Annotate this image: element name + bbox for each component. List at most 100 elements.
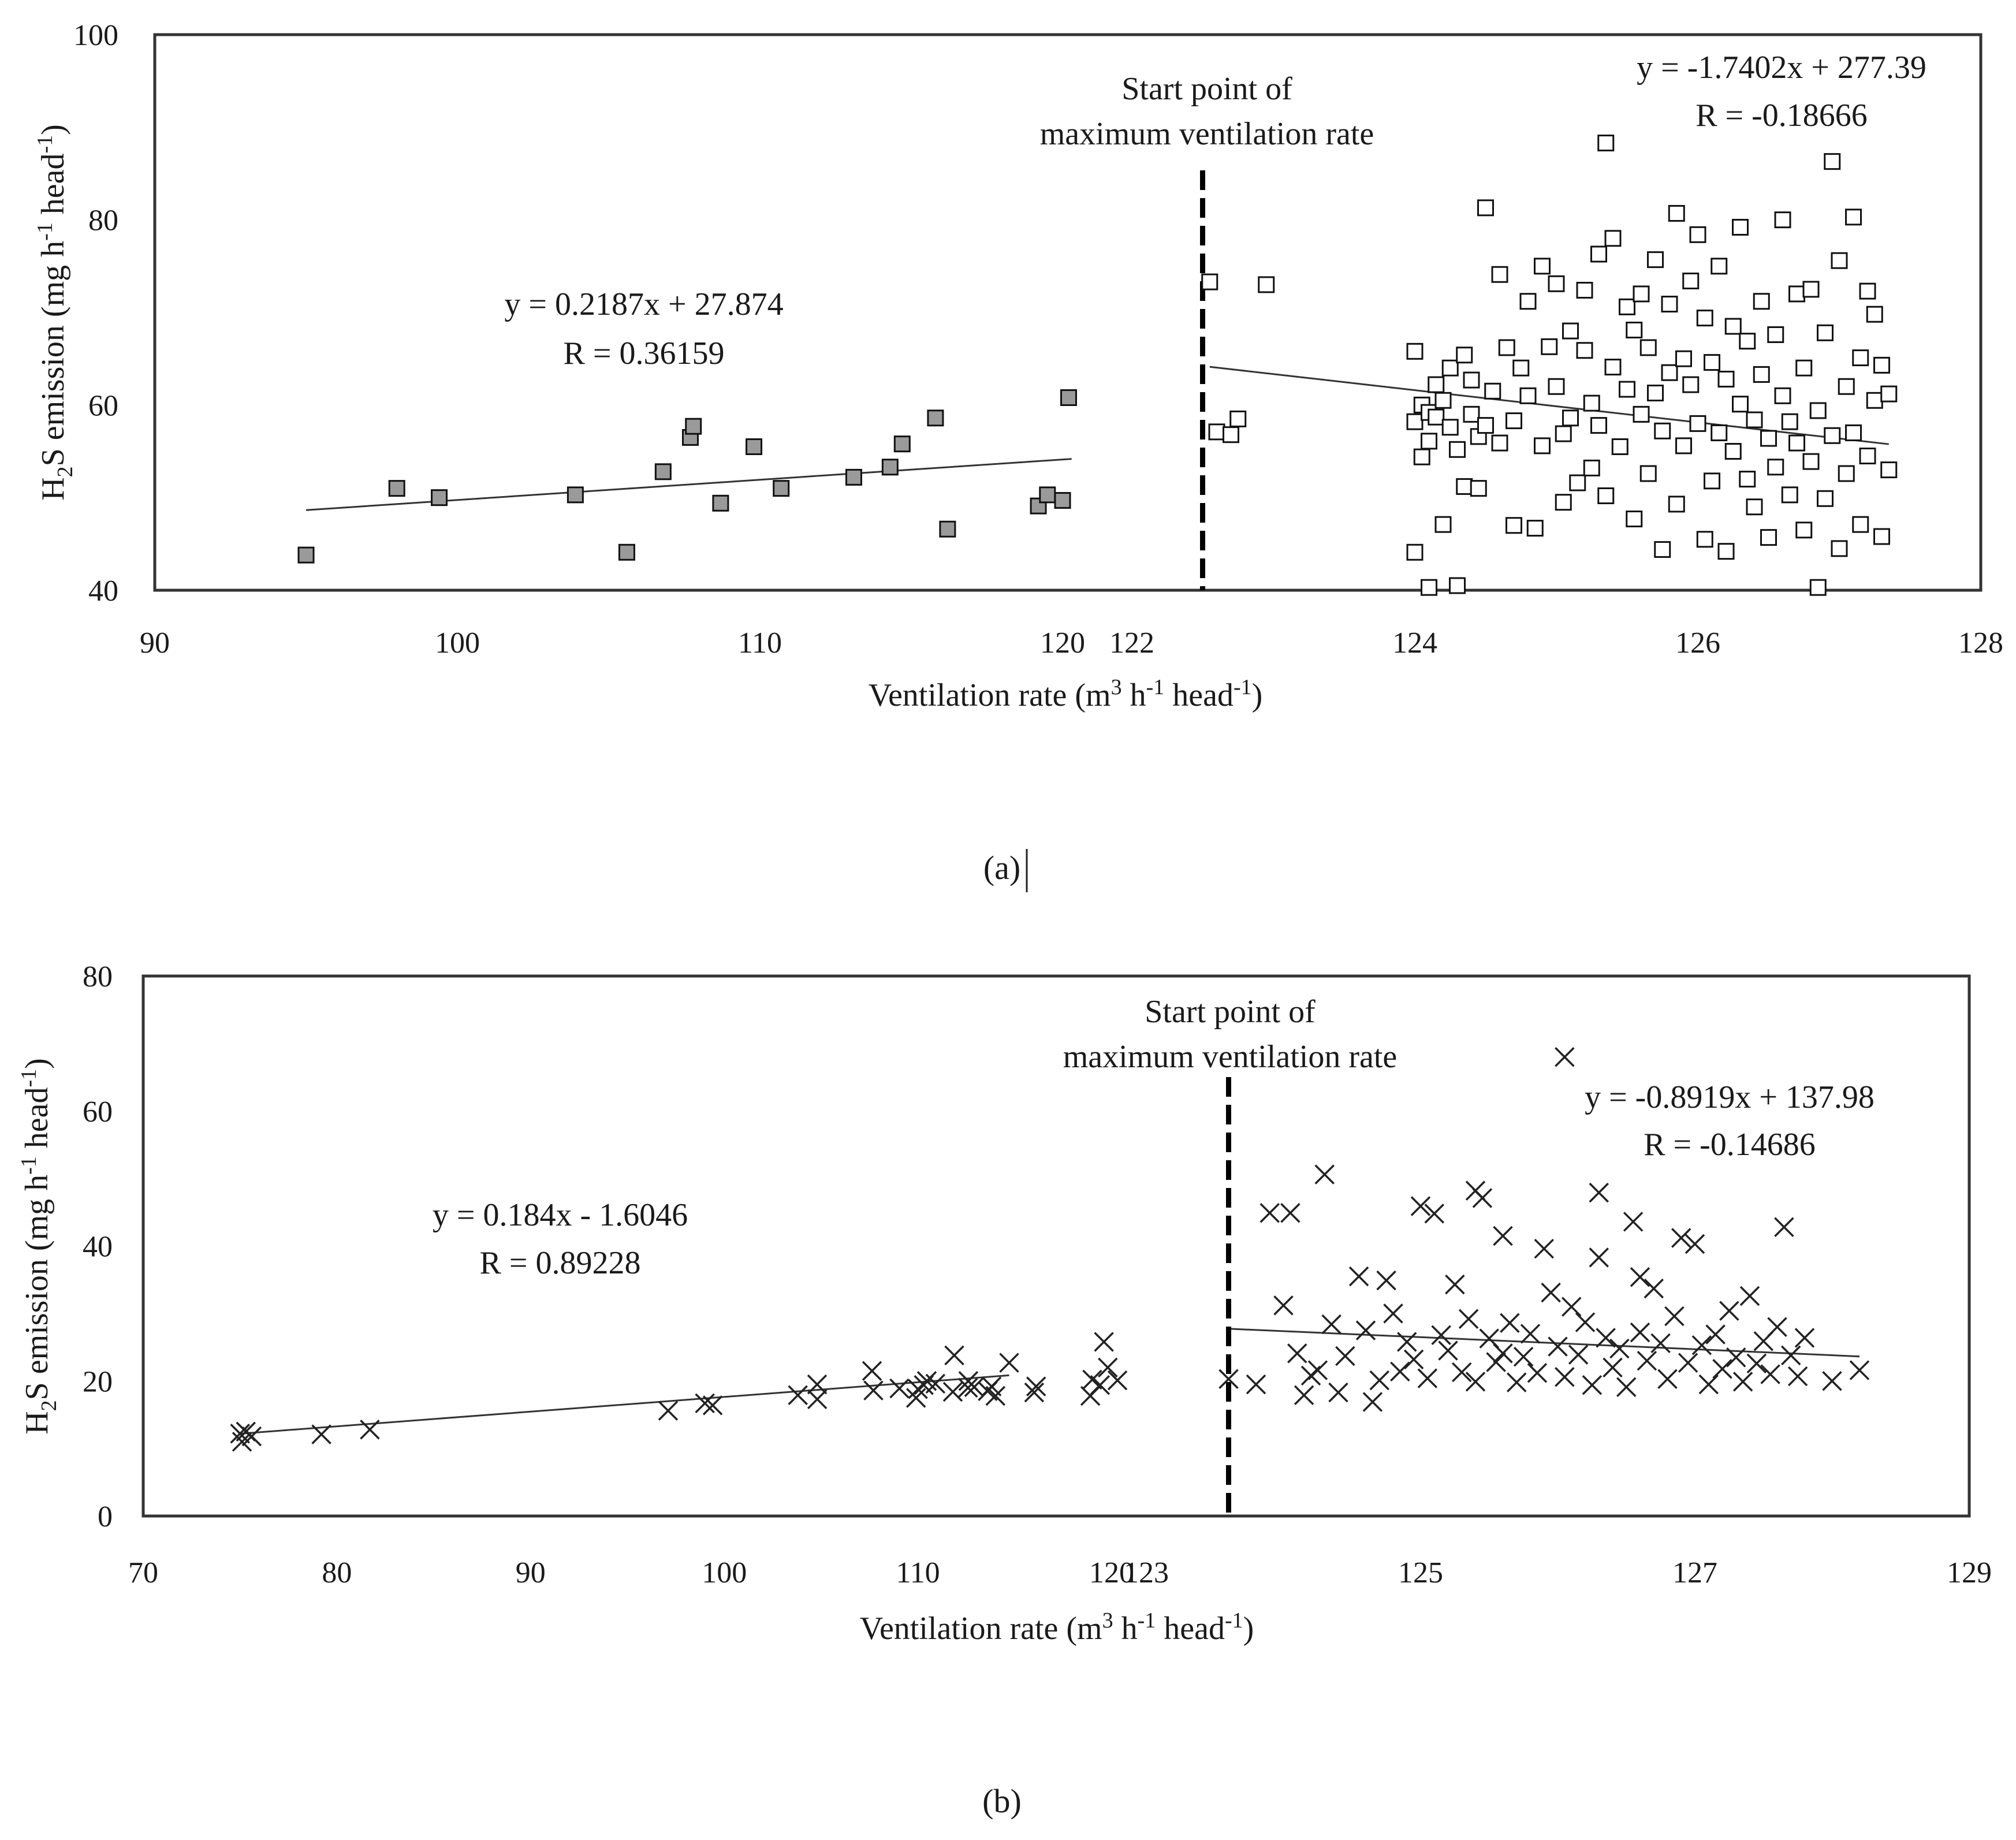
data-point [1678,1353,1698,1373]
data-point [1753,293,1770,310]
data-point [1689,415,1706,432]
x-tick-label: 110 [738,627,782,660]
data-point [1463,405,1480,423]
data-point [1661,296,1678,313]
data-point [1449,441,1466,458]
data-point [1562,322,1579,340]
plot-frame-a [153,33,1983,592]
data-point [1866,306,1883,323]
data-point [1527,1362,1548,1383]
x-tick-label: 122 [1109,627,1154,660]
data-point [1526,520,1544,537]
data-point [1493,1226,1513,1246]
trendline-series-1 [240,1374,1009,1435]
data-point [1838,465,1855,482]
panel-label-a: (a) [983,849,1020,887]
correlation-label-series-2: R = -0.14686 [1644,1127,1816,1163]
data-point [658,1401,679,1421]
data-point [1458,1309,1479,1329]
data-point [311,1424,331,1444]
data-point [773,480,790,497]
data-point [1781,413,1798,430]
data-point [1822,1371,1842,1391]
data-point [1583,459,1600,476]
data-point [1562,1297,1582,1317]
data-point [1582,1375,1603,1395]
data-point [1491,266,1508,283]
x-tick-label: 120 [1040,627,1085,660]
data-point [1493,1343,1513,1364]
data-point [1465,1372,1486,1392]
data-point [1287,1343,1307,1364]
data-point [1873,528,1890,545]
x-tick-label: 120 [1089,1556,1134,1589]
data-point [1787,1366,1808,1387]
data-point [1809,579,1827,596]
data-point [1760,1364,1780,1384]
x-tick-label: 125 [1398,1556,1443,1589]
data-point [1719,1301,1739,1321]
data-point [1880,461,1898,479]
x-axis-title-a: Ventilation rate (m3 h-1 head-1) [869,675,1263,713]
data-point [1024,1382,1045,1403]
regression-equation-series-1: y = 0.184x - 1.6046 [433,1197,688,1233]
data-point [944,1345,964,1366]
data-point [1403,1349,1424,1370]
data-point [1434,392,1452,409]
data-point [1421,433,1437,450]
data-point [230,1424,250,1444]
data-point [388,480,405,497]
y-tick-label: 0 [98,1500,113,1533]
data-point [1611,438,1629,455]
data-point [1589,1247,1609,1268]
data-point [1534,258,1551,275]
data-point [1717,370,1735,388]
data-point [1647,384,1664,401]
data-point [1519,387,1537,404]
trendline-series-1 [305,458,1072,511]
data-point [1500,1313,1520,1333]
data-point [1637,1350,1657,1371]
panel-label-b: (b) [982,1782,1022,1820]
data-point [1470,480,1487,497]
data-point [1852,349,1869,367]
data-point [1795,359,1813,377]
data-point [1328,1382,1348,1403]
y-tick-label: 40 [88,575,118,608]
data-point [1541,1282,1561,1303]
data-point [1654,541,1671,558]
data-point [1689,226,1706,243]
y-tick-label: 20 [83,1365,113,1398]
data-point [1774,387,1791,404]
data-point [1691,1335,1712,1355]
data-point [1576,342,1593,359]
data-point [1809,402,1827,419]
data-point [1682,272,1700,289]
data-point [927,409,944,427]
data-point [1039,486,1056,504]
data-point [1732,1372,1753,1392]
data-point [1548,275,1565,292]
data-point [906,1388,926,1408]
data-point [1208,423,1225,441]
data-point [1831,252,1848,269]
x-tick-label: 129 [1947,1556,1992,1589]
data-point [807,1389,828,1410]
data-point [1619,298,1635,315]
data-point [1307,1360,1328,1380]
data-point [1555,494,1572,511]
data-point [1739,333,1756,350]
data-point [1417,1368,1438,1388]
data-point [1824,427,1841,444]
data-point [1321,1314,1341,1335]
data-point [1590,245,1607,263]
data-point [1726,1347,1746,1368]
y-tick-label: 60 [88,389,118,422]
data-point [654,463,672,481]
data-point [1630,1267,1650,1287]
data-point [1859,448,1876,465]
data-point [1376,1270,1396,1291]
x-tick-label: 90 [140,627,170,660]
data-point [807,1374,828,1395]
